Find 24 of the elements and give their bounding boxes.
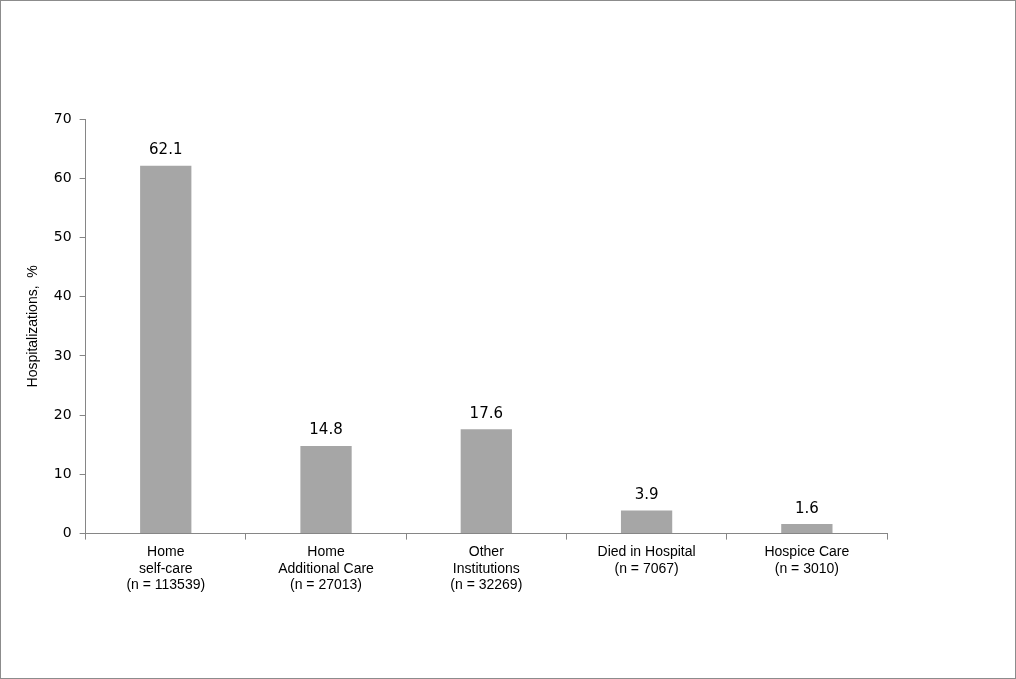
data-label: 3.9 bbox=[634, 484, 659, 503]
y-tick-label: 30 bbox=[53, 346, 72, 363]
x-tick-label: Home Additional Care (n = 27013) bbox=[278, 542, 375, 593]
y-tick-label: 10 bbox=[53, 465, 72, 482]
data-label: 1.6 bbox=[794, 498, 819, 517]
bar bbox=[140, 165, 192, 534]
y-tick-label: 60 bbox=[53, 168, 72, 185]
data-label: 17.6 bbox=[469, 403, 504, 422]
y-tick-label: 20 bbox=[53, 405, 72, 422]
x-tick-label: Hospice Care (n = 3010) bbox=[764, 542, 850, 576]
y-tick-label: 0 bbox=[62, 524, 72, 541]
bar bbox=[460, 429, 512, 534]
y-tick-label: 70 bbox=[53, 109, 72, 126]
y-tick-label: 50 bbox=[53, 228, 72, 245]
bar bbox=[781, 524, 833, 534]
data-label: 62.1 bbox=[149, 140, 183, 159]
bar bbox=[300, 445, 352, 534]
x-tick-label: Other Institutions (n = 32269) bbox=[450, 542, 523, 593]
y-tick-label: 40 bbox=[53, 287, 72, 304]
bar bbox=[620, 510, 673, 534]
x-tick-label: Home self-care (n = 113539) bbox=[126, 542, 206, 593]
x-tick-label: Died in Hospital (n = 7067) bbox=[597, 542, 696, 576]
y-axis-title: Hospitalizations, % bbox=[24, 265, 41, 388]
data-label: 14.8 bbox=[309, 420, 343, 439]
